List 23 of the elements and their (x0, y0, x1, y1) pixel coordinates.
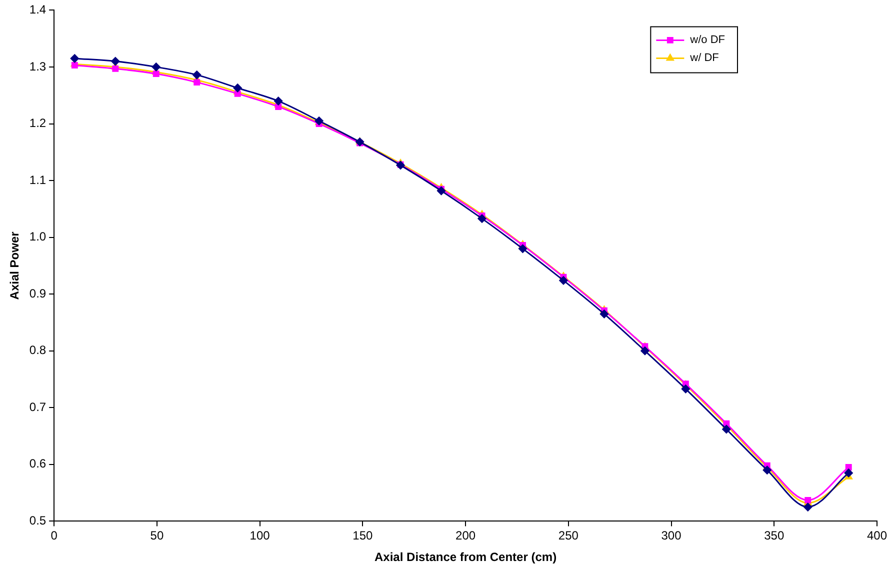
y-tick-label: 0.9 (29, 286, 46, 300)
y-tick-label: 1.2 (29, 116, 46, 130)
y-tick-label: 1.0 (29, 230, 46, 244)
x-tick-label: 250 (558, 528, 579, 543)
x-tick-label: 50 (150, 528, 164, 543)
x-tick-label: 300 (661, 528, 682, 543)
y-tick-label: 0.8 (29, 343, 46, 358)
x-tick-label: 0 (50, 528, 58, 543)
legend-label: w/o DF (689, 34, 726, 46)
x-tick-label: 150 (352, 528, 374, 543)
y-axis-title: Axial Power (8, 231, 22, 300)
y-tick-label: 1.3 (29, 59, 46, 74)
y-tick-label: 1.1 (29, 172, 46, 187)
y-tick-label: 1.4 (29, 2, 46, 17)
x-tick-label: 200 (456, 528, 476, 543)
y-tick-label: 0.5 (29, 514, 46, 528)
x-tick-label: 350 (764, 528, 784, 543)
x-tick-label: 400 (866, 528, 888, 543)
x-tick-label: 100 (250, 528, 270, 543)
legend-label: w/ DF (689, 52, 720, 64)
y-tick-label: 0.7 (29, 400, 46, 414)
x-axis-title: Axial Distance from Center (cm) (374, 550, 557, 564)
y-tick-label: 0.6 (29, 456, 46, 471)
